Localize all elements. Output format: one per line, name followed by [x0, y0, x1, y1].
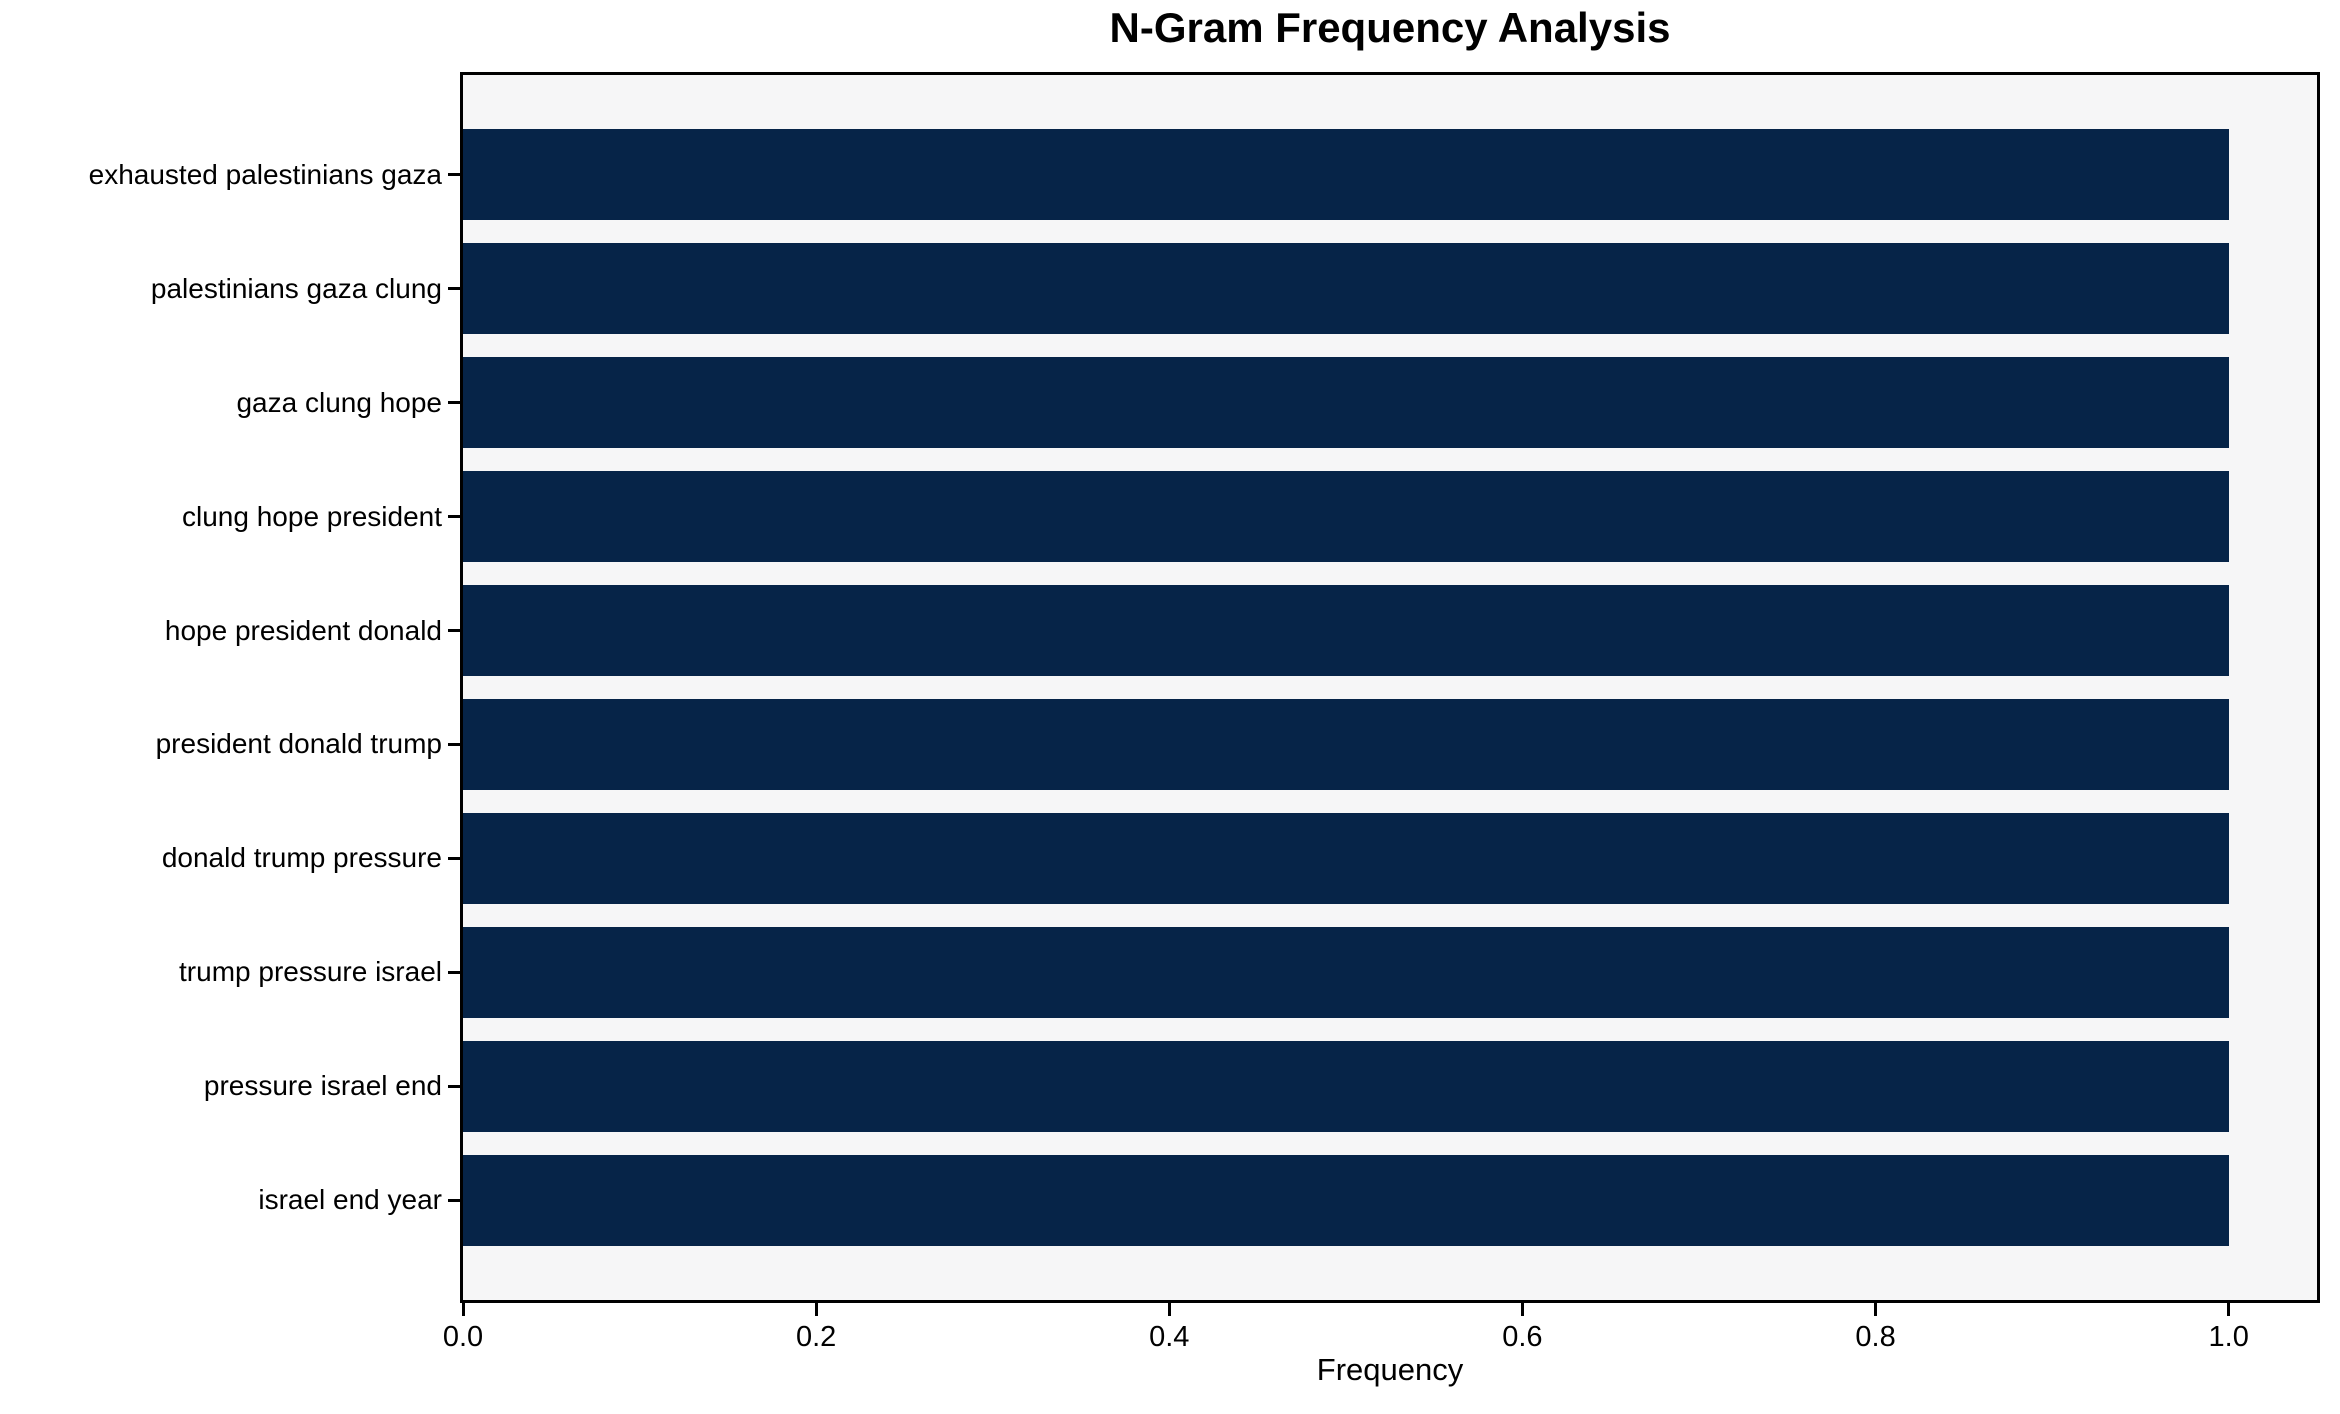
x-tick-mark — [461, 1303, 465, 1316]
chart-title: N-Gram Frequency Analysis — [1109, 4, 1671, 51]
x-tick-label: 0.4 — [1149, 1321, 1190, 1353]
x-tick-label: 0.8 — [1855, 1321, 1896, 1353]
y-tick-label: exhausted palestinians gaza — [88, 158, 442, 190]
y-tick-mark — [448, 401, 460, 405]
y-tick-mark — [448, 1198, 460, 1202]
x-tick-mark — [1520, 1303, 1524, 1316]
y-tick-mark — [448, 173, 460, 177]
x-tick-label: 1.0 — [2208, 1321, 2249, 1353]
x-tick-mark — [814, 1303, 818, 1316]
bar — [463, 128, 2229, 221]
y-tick-label: palestinians gaza clung — [150, 272, 442, 304]
y-tick-mark — [448, 629, 460, 632]
y-tick-mark — [448, 742, 460, 746]
y-tick-label: clung hope president — [182, 500, 442, 532]
bar — [463, 812, 2229, 905]
y-tick-label: president donald trump — [155, 728, 442, 760]
x-tick-label: 0.6 — [1502, 1321, 1543, 1353]
y-tick-mark — [448, 856, 460, 860]
y-tick-mark — [448, 515, 460, 519]
y-tick-label: hope president donald — [164, 614, 442, 646]
y-tick-mark — [448, 970, 460, 974]
bar — [463, 584, 2229, 677]
x-tick-mark — [1167, 1303, 1171, 1316]
bar — [463, 926, 2229, 1019]
y-tick-label: israel end year — [258, 1184, 442, 1216]
y-tick-label: gaza clung hope — [236, 386, 442, 418]
y-tick-label: donald trump pressure — [161, 842, 442, 874]
x-tick-mark — [2227, 1303, 2231, 1316]
bar — [463, 698, 2229, 791]
x-tick-mark — [1874, 1303, 1878, 1316]
y-tick-label: trump pressure israel — [179, 956, 442, 988]
y-tick-mark — [448, 287, 460, 291]
bar — [463, 242, 2229, 335]
bar — [463, 1040, 2229, 1132]
y-tick-label: pressure israel end — [203, 1070, 442, 1102]
bar — [463, 470, 2229, 563]
bar — [463, 1154, 2229, 1246]
x-tick-label: 0.2 — [795, 1321, 837, 1353]
y-tick-mark — [448, 1084, 460, 1088]
x-axis-title: Frequency — [1316, 1352, 1464, 1387]
bar — [463, 356, 2229, 449]
x-tick-label: 0.0 — [442, 1321, 484, 1353]
